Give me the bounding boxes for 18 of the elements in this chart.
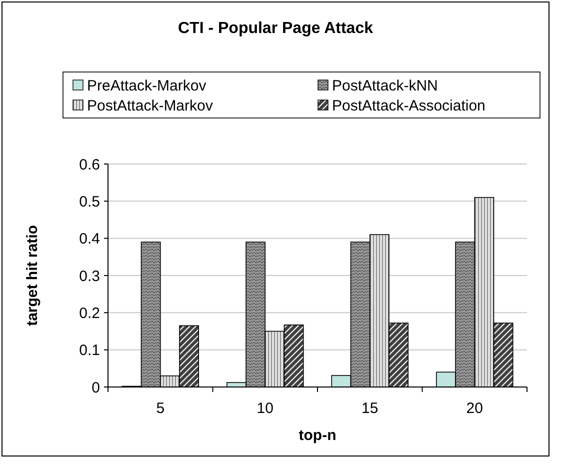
y-tick-label: 0.3: [79, 268, 100, 285]
y-tick-label: 0.1: [79, 342, 100, 360]
legend-label: PostAttack-Markov: [87, 97, 214, 114]
x-tick-label: 15: [362, 400, 378, 417]
y-tick-label: 0.5: [79, 193, 100, 210]
y-axis-title: target hit ratio: [24, 225, 41, 326]
y-tick-label: 0.2: [79, 304, 100, 322]
legend-label: PostAttack-kNN: [332, 77, 438, 94]
chart-title: CTI - Popular Page Attack: [178, 20, 374, 37]
legend-label: PostAttack-Association: [332, 97, 486, 114]
y-tick-label: 0.6: [79, 156, 100, 174]
legend-label: PreAttack-Markov: [87, 77, 207, 94]
y-tick-label: 0.4: [79, 230, 100, 248]
x-tick-label: 10: [256, 400, 274, 417]
x-axis-title: top-n: [298, 427, 336, 444]
y-tick-label: 0: [92, 379, 100, 396]
x-tick-label: 5: [156, 400, 165, 417]
x-tick-label: 20: [466, 400, 483, 417]
